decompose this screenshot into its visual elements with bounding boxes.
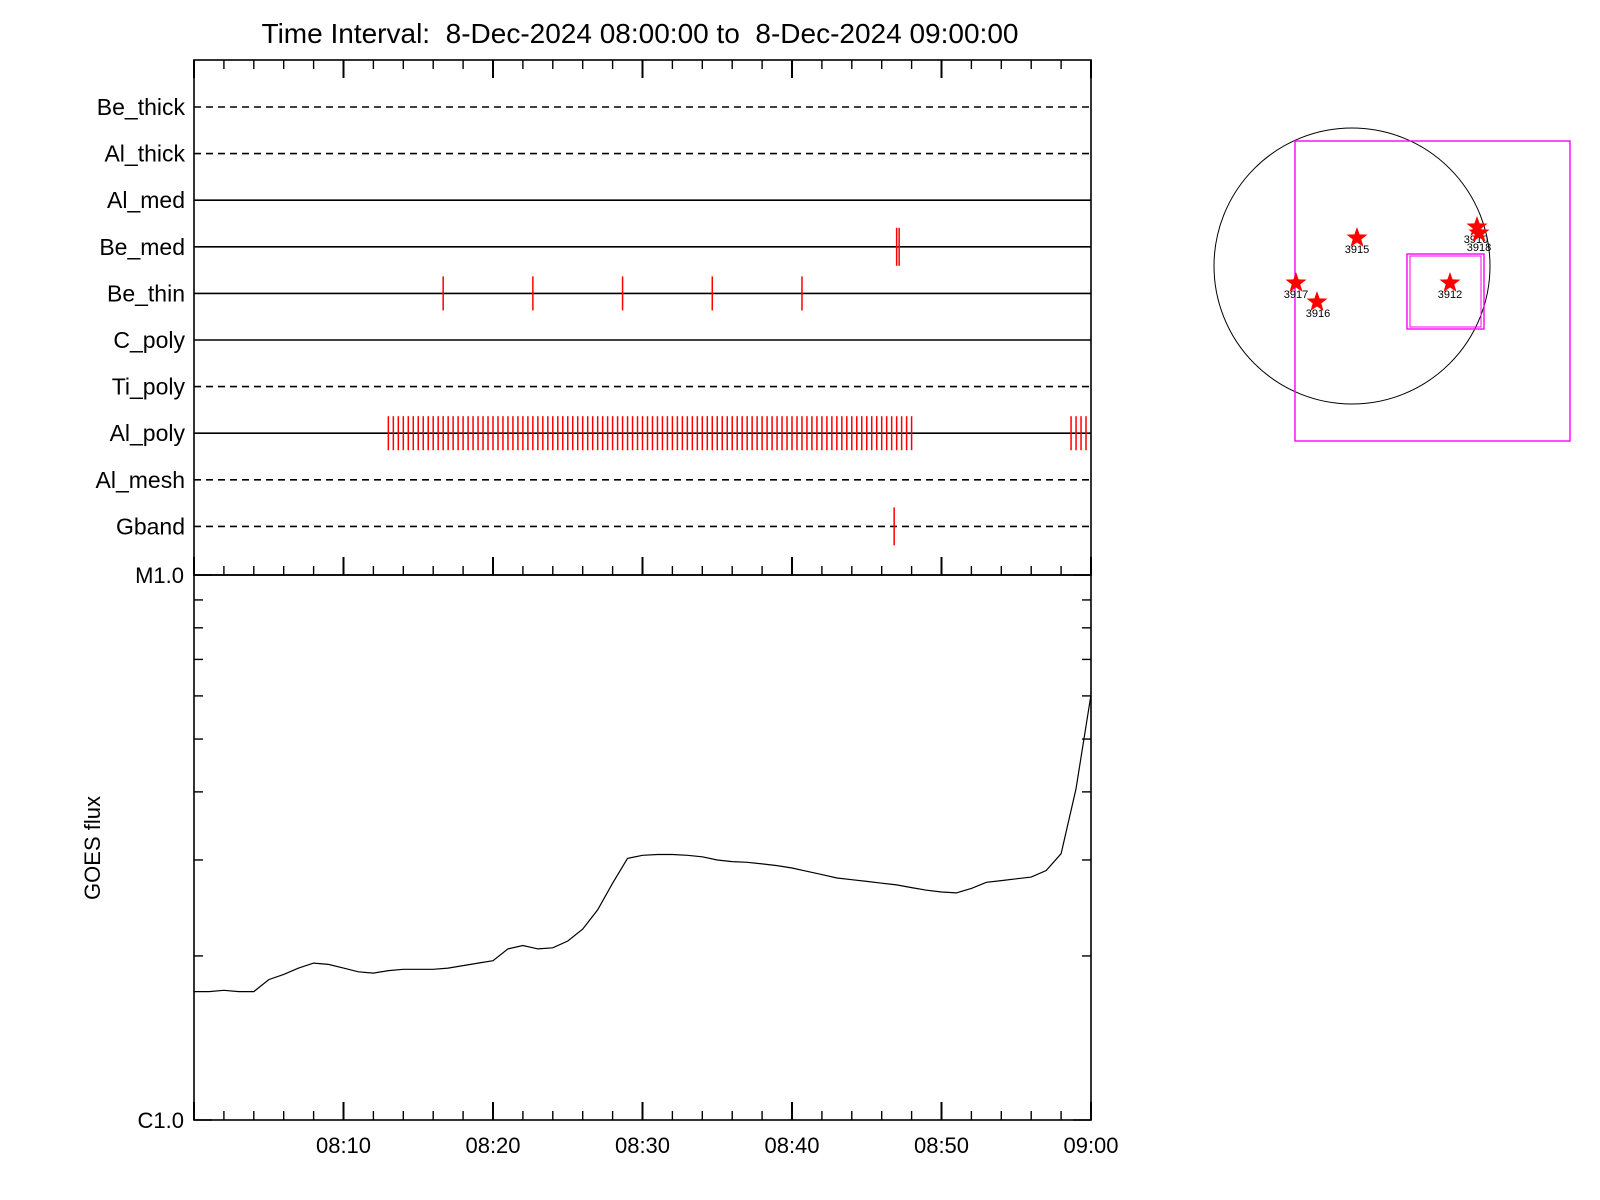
- region-star-icon: [1439, 272, 1461, 292]
- flux-xtick-label: 09:00: [1063, 1133, 1118, 1158]
- channel-label: Al_poly: [110, 420, 186, 446]
- region-star-icon: [1468, 222, 1490, 242]
- region-star-icon: [1285, 272, 1307, 292]
- flux-frame: [193, 574, 1092, 1121]
- flux-ytick-label: C1.0: [138, 1108, 184, 1133]
- fov-box-small: [1406, 253, 1485, 330]
- flux-xtick-labels: 08:10 08:20 08:30 08:40 08:50 09:00: [316, 1133, 1119, 1158]
- channel-label: Al_thick: [104, 141, 185, 167]
- flux-ytick-label: M1.0: [135, 563, 184, 588]
- channel-label: Be_thin: [107, 280, 185, 306]
- timeline-ticks: [193, 60, 1092, 575]
- region-star-icon: [1346, 227, 1368, 247]
- goes-flux-panel: M1.0C1.0 08:10 08:20 08:30 08:40 08:50 09:00 …: [80, 563, 1119, 1158]
- channel-label: Gband: [116, 513, 185, 539]
- region-star-icon: [1466, 216, 1488, 236]
- fov-box-small-inner: [1409, 255, 1482, 328]
- flux-ylabel: GOES flux: [80, 796, 105, 900]
- fov-box-large: [1294, 140, 1571, 442]
- event-timeline-panel: Be_thick Al_thick Al_med Be_med Be_thin C_pol…: [96, 59, 1092, 576]
- region-label: 3918: [1467, 242, 1491, 254]
- channel-label: Al_med: [107, 187, 185, 213]
- flux-xtick-label: 08:10: [316, 1133, 371, 1158]
- chart-title: Time Interval: 8-Dec-2024 08:00:00 to 8-…: [262, 18, 1019, 49]
- channel-label: Al_mesh: [96, 467, 185, 493]
- channel-label: Ti_poly: [112, 374, 186, 400]
- goes-flux-line: [194, 694, 1092, 993]
- flux-xtick-label: 08:40: [764, 1133, 819, 1158]
- flux-xtick-label: 08:50: [914, 1133, 969, 1158]
- region-label: 3912: [1438, 289, 1462, 301]
- timeline-frame: [193, 59, 1092, 576]
- flux-xtick-label: 08:30: [615, 1133, 670, 1158]
- channel-rows: Be_thick Al_thick Al_med Be_med Be_thin C_pol…: [96, 94, 1091, 546]
- channel-label: Be_med: [99, 234, 185, 260]
- region-star-icon: [1306, 291, 1328, 311]
- flux-xtick-label: 08:20: [465, 1133, 520, 1158]
- region-label: 3915: [1345, 244, 1369, 256]
- flux-ticks: [193, 574, 1092, 1121]
- channel-label: Be_thick: [97, 94, 186, 120]
- flux-ytick-labels: M1.0 C1.0: [135, 563, 184, 1133]
- solar-limb: [1213, 127, 1491, 405]
- channel-label: C_poly: [113, 327, 185, 353]
- region-label: 3916: [1306, 308, 1330, 320]
- region-label: 3917: [1284, 289, 1308, 301]
